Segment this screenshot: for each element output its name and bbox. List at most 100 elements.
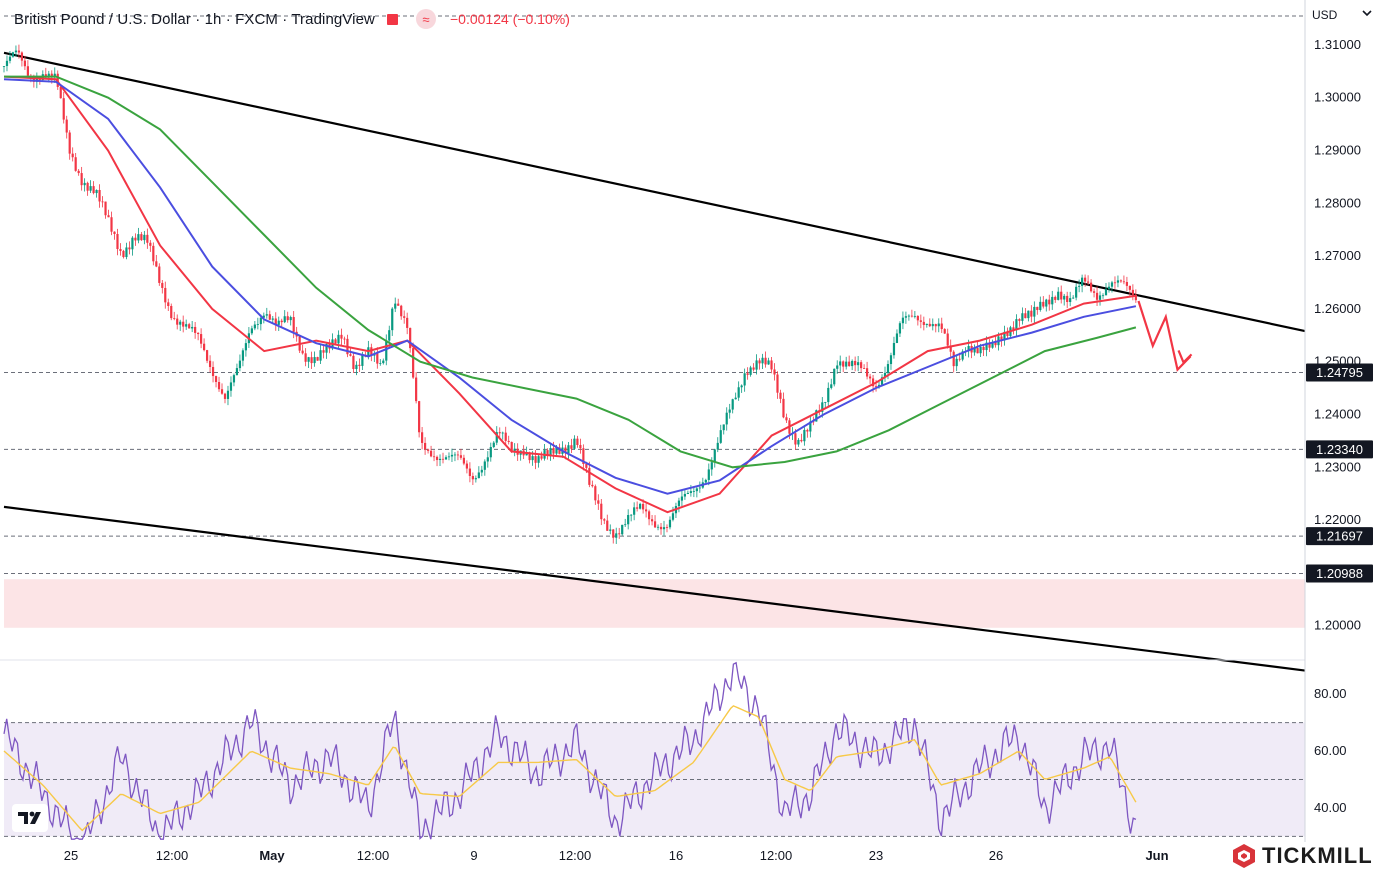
candle-body <box>489 447 492 458</box>
candle-body <box>582 448 585 465</box>
candle-body <box>26 66 29 76</box>
candle-body <box>182 321 185 327</box>
candle-body <box>68 132 71 154</box>
candle-body <box>391 308 394 331</box>
approx-icon[interactable]: ≈ <box>415 9 436 29</box>
candle-body <box>185 324 188 327</box>
candle-body <box>277 320 280 325</box>
time-tick-label: 26 <box>989 848 1003 863</box>
rsi-tick-label: 80.00 <box>1314 686 1347 701</box>
candle-body <box>815 410 818 422</box>
candle-body <box>223 393 227 399</box>
candle-body <box>483 461 486 470</box>
candle-body <box>764 357 767 365</box>
candle-body <box>782 398 785 418</box>
candle-body <box>779 392 782 399</box>
candle-body <box>164 287 167 303</box>
candle-body <box>379 363 382 364</box>
candle-body <box>677 500 681 507</box>
candle-body <box>23 60 27 67</box>
candle-body <box>743 373 746 386</box>
candle-body <box>689 491 692 493</box>
candle-body <box>644 509 648 512</box>
candle-body <box>794 433 797 445</box>
candle-body <box>20 52 24 61</box>
candle-body <box>567 445 570 454</box>
candle-body <box>429 450 433 457</box>
candle-body <box>871 378 875 387</box>
candle-body <box>618 533 621 535</box>
candle-body <box>860 362 863 369</box>
candle-body <box>406 317 409 328</box>
candle-body <box>107 215 110 218</box>
candle-body <box>53 73 56 78</box>
candle-body <box>310 357 313 364</box>
candle-body <box>710 462 713 470</box>
candle-body <box>137 234 140 241</box>
candle-body <box>680 496 684 501</box>
candle-body <box>731 399 734 410</box>
candle-body <box>355 364 358 370</box>
candle-body <box>704 479 707 483</box>
candle-body <box>495 432 498 443</box>
candle-body <box>549 448 552 455</box>
candle-body <box>1110 282 1114 287</box>
candle-body <box>191 326 194 329</box>
candle-body <box>883 372 887 378</box>
candle-body <box>146 234 149 243</box>
candle-body <box>633 507 636 515</box>
price-change: −0.00124 (−0.10%) <box>449 11 570 27</box>
candle-body <box>1003 331 1006 341</box>
candle-body <box>316 357 319 361</box>
candle-body <box>492 442 495 448</box>
candle-body <box>892 342 896 356</box>
candle-body <box>197 332 200 335</box>
candle-body <box>409 327 412 349</box>
candle-body <box>636 507 639 509</box>
candle-body <box>570 445 573 449</box>
rsi-line-2 <box>3 705 1137 832</box>
candle-body <box>1098 295 1102 300</box>
candle-body <box>907 315 910 317</box>
candle-body <box>1018 319 1021 321</box>
price-level-label: 1.21697 <box>1316 529 1363 544</box>
forecast-arrowhead <box>1177 349 1193 365</box>
candle-body <box>737 387 740 398</box>
candle-body <box>925 323 928 325</box>
candle-body <box>510 441 513 452</box>
candle-body <box>513 448 516 452</box>
candle-body <box>985 342 988 351</box>
candle-body <box>486 457 489 462</box>
time-tick-label: 12:00 <box>559 848 592 863</box>
candle-body <box>662 527 666 530</box>
candle-body <box>170 306 173 319</box>
candle-body <box>534 456 537 463</box>
candle-body <box>304 353 307 362</box>
candle-body <box>597 500 600 504</box>
candle-body <box>803 429 806 442</box>
candle-body <box>253 324 256 329</box>
candle-body <box>286 316 289 321</box>
candle-body <box>958 358 961 360</box>
candle-body <box>226 390 230 399</box>
candle-body <box>388 330 391 341</box>
tradingview-logo-icon <box>12 804 48 832</box>
chevron-down-icon[interactable] <box>1360 6 1374 20</box>
candle-body <box>358 364 361 366</box>
price-tick-label: 1.24000 <box>1314 406 1361 421</box>
candle-body <box>839 361 842 366</box>
candle-body <box>65 119 68 133</box>
candle-body <box>1128 285 1131 290</box>
candle-body <box>600 503 603 520</box>
candle-body <box>797 439 800 445</box>
candle-body <box>627 514 630 525</box>
candle-body <box>1060 291 1063 300</box>
candle-body <box>809 421 812 432</box>
candle-body <box>352 355 355 370</box>
time-tick-label: May <box>259 848 285 863</box>
currency-label[interactable]: USD <box>1312 8 1338 22</box>
candle-body <box>848 361 851 367</box>
candle-body <box>698 487 701 489</box>
candle-body <box>949 345 952 352</box>
